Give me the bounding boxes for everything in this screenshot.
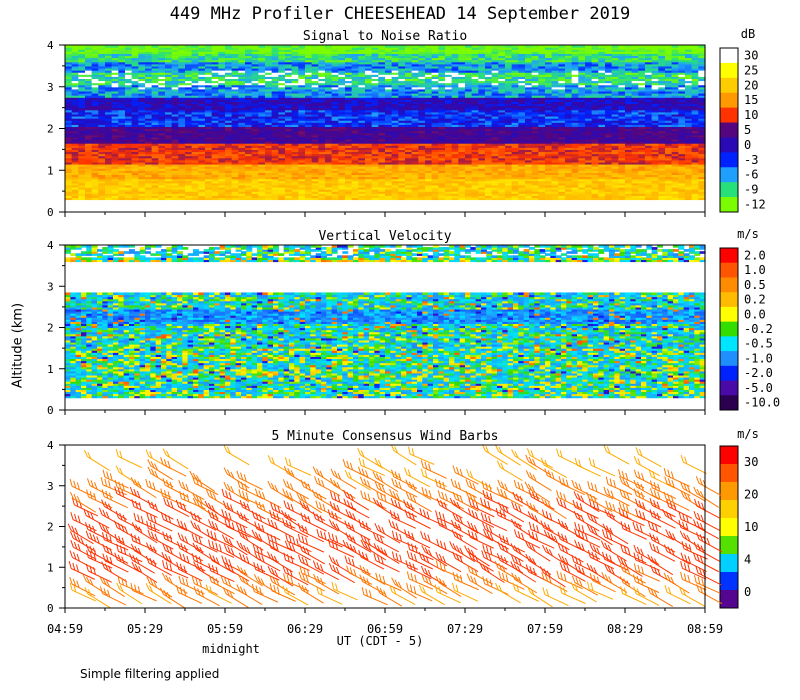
y-tick-label: 4 [47,39,54,52]
panel-title: Signal to Noise Ratio [303,29,467,44]
colorbar-label: 0 [744,138,751,152]
colorbar-label: 5 [744,123,751,137]
colorbar-swatch [720,78,738,93]
colorbar-swatch [720,137,738,152]
colorbar-label: 30 [744,48,758,62]
colorbar-swatch [720,63,738,78]
colorbar-swatch [720,182,738,197]
colorbar-unit: dB [741,27,755,41]
colorbar-swatch [720,167,738,182]
colorbar-label: 10 [744,108,758,122]
snr-panel: Signal to Noise Ratio01234dB302520151050… [47,27,766,219]
colorbar-label: 25 [744,63,758,77]
y-tick-label: 1 [47,164,54,177]
colorbar-swatch [720,197,738,212]
colorbar-label: 20 [744,78,758,92]
colorbar-swatch [720,108,738,123]
colorbar-label: 15 [744,93,758,107]
colorbar-label: -12 [744,198,766,212]
colorbar-swatch [720,93,738,108]
colorbar-swatch [720,123,738,138]
colorbar-swatch [720,152,738,167]
profiler-figure: Signal to Noise Ratio01234dB302520151050… [0,0,800,700]
y-tick-label: 0 [47,206,54,219]
colorbar-label: -6 [744,168,758,182]
y-tick-label: 3 [47,81,54,94]
colorbar-label: -9 [744,183,758,197]
y-tick-label: 2 [47,123,54,136]
colorbar-swatch [720,48,738,63]
colorbar-label: -3 [744,153,758,167]
